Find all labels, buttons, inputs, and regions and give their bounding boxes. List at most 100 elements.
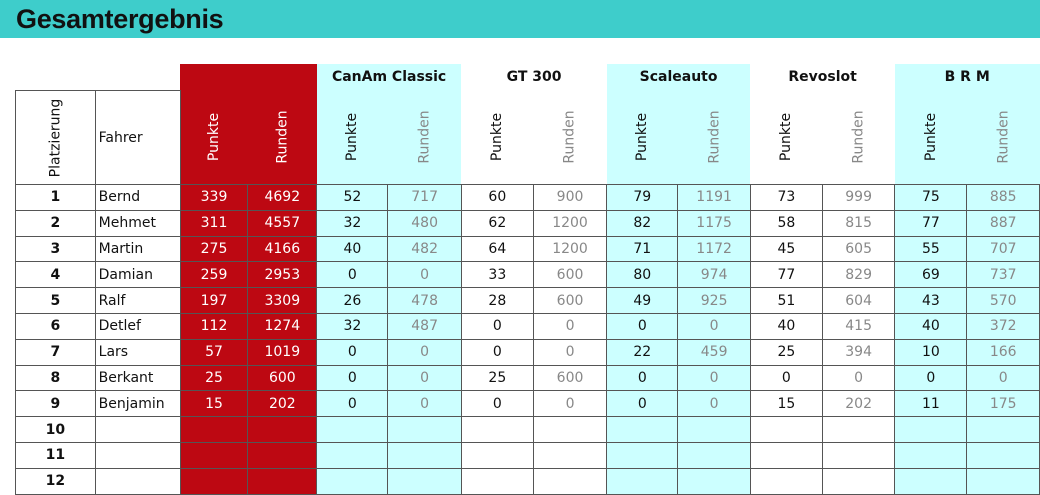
points-cell: 22 — [606, 338, 679, 366]
points-cell: 32 — [316, 312, 389, 340]
points-cell: 64 — [460, 235, 534, 263]
place-header: Platzierung — [15, 90, 96, 185]
laps-cell: 0 — [387, 390, 462, 418]
points-cell: 25 — [179, 364, 249, 392]
points-cell — [179, 416, 249, 443]
laps-cell: 737 — [966, 261, 1040, 289]
points-cell: 73 — [749, 184, 823, 211]
points-cell — [606, 416, 679, 443]
points-cell — [894, 441, 968, 469]
place-header-label: Platzierung — [47, 98, 64, 177]
points-cell: 40 — [894, 312, 968, 340]
place-cell: 2 — [15, 209, 96, 237]
points-cell: 62 — [460, 209, 534, 237]
points-cell: 0 — [316, 364, 389, 392]
laps-cell — [966, 467, 1040, 495]
points-cell: 15 — [749, 390, 823, 418]
points-cell: 77 — [749, 261, 823, 289]
points-cell — [606, 467, 679, 495]
points-cell: 25 — [749, 338, 823, 366]
laps-cell: 1191 — [677, 184, 751, 211]
laps-cell: 717 — [387, 184, 462, 211]
points-cell: 15 — [179, 390, 249, 418]
table-row: 6 Detlef 112 1274 32 487 0 0 0 0 40 415 40 372 — [15, 312, 1040, 340]
table-row: 1 Bernd 339 4692 52 717 60 900 79 1191 73 999 75 885 — [15, 184, 1040, 211]
laps-cell: 166 — [966, 338, 1040, 366]
points-header: Punkte — [180, 90, 248, 185]
points-cell: 45 — [749, 235, 823, 263]
title-bar: Gesamtergebnis — [0, 0, 1040, 38]
laps-cell: 4557 — [247, 209, 318, 237]
laps-cell: 1019 — [247, 338, 318, 366]
points-cell: 10 — [894, 338, 968, 366]
points-header-label: Punkte — [922, 113, 939, 162]
laps-cell — [677, 416, 751, 443]
points-cell: 40 — [749, 312, 823, 340]
points-cell: 80 — [606, 261, 679, 289]
laps-cell: 4692 — [247, 184, 318, 211]
points-cell: 69 — [894, 261, 968, 289]
driver-cell: Benjamin — [94, 390, 181, 418]
table-row: 12 — [15, 467, 1040, 495]
laps-cell — [247, 416, 318, 443]
laps-cell: 829 — [821, 261, 896, 289]
points-cell — [894, 467, 968, 495]
laps-cell — [532, 416, 608, 443]
laps-cell: 604 — [821, 287, 896, 314]
laps-cell: 0 — [677, 312, 751, 340]
laps-cell: 707 — [966, 235, 1040, 263]
laps-cell — [966, 416, 1040, 443]
points-cell — [316, 467, 389, 495]
laps-cell: 3309 — [247, 287, 318, 314]
place-cell: 10 — [15, 416, 96, 443]
driver-cell: Mehmet — [94, 209, 181, 237]
points-cell: 33 — [460, 261, 534, 289]
laps-cell: 815 — [821, 209, 896, 237]
points-cell — [749, 416, 823, 443]
points-cell: 0 — [606, 364, 679, 392]
laps-cell: 202 — [821, 390, 896, 418]
points-cell: 55 — [894, 235, 968, 263]
laps-cell: 487 — [387, 312, 462, 340]
laps-cell — [387, 467, 462, 495]
points-cell — [179, 441, 249, 469]
laps-cell — [387, 416, 462, 443]
points-header-label: Punkte — [634, 113, 651, 162]
driver-cell: Berkant — [94, 364, 181, 392]
points-cell: 259 — [179, 261, 249, 289]
laps-cell: 1172 — [677, 235, 751, 263]
laps-header-label: Runden — [416, 110, 433, 164]
laps-cell: 999 — [821, 184, 896, 211]
points-cell: 60 — [460, 184, 534, 211]
laps-cell: 605 — [821, 235, 896, 263]
laps-cell: 0 — [387, 338, 462, 366]
laps-header: Runden — [822, 91, 895, 185]
points-cell: 311 — [179, 209, 249, 237]
group-header: GT 300 — [506, 69, 562, 86]
laps-cell: 887 — [966, 209, 1040, 237]
points-cell: 77 — [894, 209, 968, 237]
points-cell: 0 — [894, 364, 968, 392]
points-header: Punkte — [894, 90, 967, 185]
points-header: Punkte — [606, 90, 678, 185]
group-header: Revoslot — [788, 69, 857, 86]
laps-cell — [821, 416, 896, 443]
points-header-label: Punkte — [206, 113, 223, 162]
total-group-header — [180, 64, 317, 91]
table-row: 2 Mehmet 311 4557 32 480 62 1200 82 1175 58 815 77 88… — [15, 209, 1040, 237]
table-row: 3 Martin 275 4166 40 482 64 1200 71 1172 45 605 55 70… — [15, 235, 1040, 263]
place-cell: 12 — [15, 467, 96, 495]
points-header-label: Punkte — [778, 113, 795, 162]
points-cell: 0 — [316, 390, 389, 418]
table-row: 8 Berkant 25 600 0 0 25 600 0 0 0 0 0 0 — [15, 364, 1040, 392]
points-cell: 52 — [316, 184, 389, 211]
laps-header-label: Runden — [850, 110, 867, 164]
points-cell: 112 — [179, 312, 249, 340]
laps-cell: 600 — [532, 261, 608, 289]
laps-cell — [821, 467, 896, 495]
laps-cell: 415 — [821, 312, 896, 340]
laps-cell: 1274 — [247, 312, 318, 340]
blank-header-cell — [16, 64, 181, 91]
laps-cell: 0 — [532, 312, 608, 340]
points-cell — [894, 416, 968, 443]
